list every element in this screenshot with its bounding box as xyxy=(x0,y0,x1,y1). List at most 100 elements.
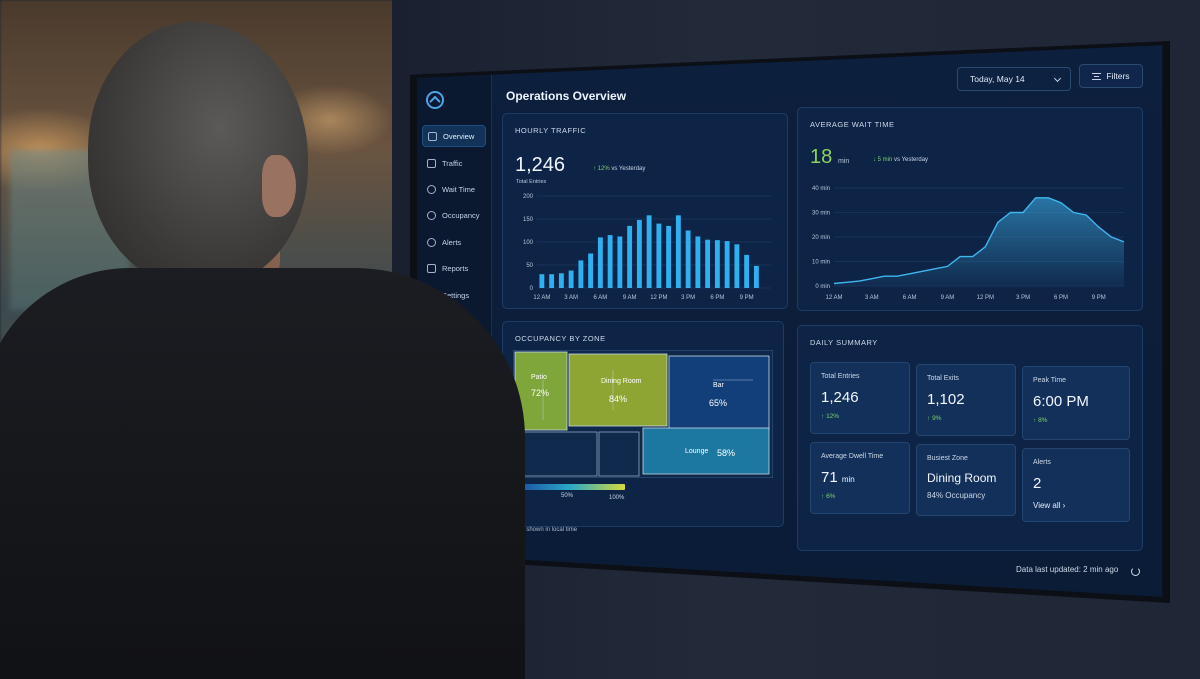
x-tick-label: 9 PM xyxy=(1092,295,1106,301)
traffic-bar xyxy=(656,223,662,288)
zone-label-patio: Patio xyxy=(531,374,547,381)
x-tick-label: 6 PM xyxy=(710,295,724,301)
chevron-right-icon: › xyxy=(1062,501,1066,510)
summary-label: Peak Time xyxy=(1033,377,1067,384)
date-select[interactable]: Today, May 14 xyxy=(957,67,1071,91)
traffic-bar xyxy=(539,274,545,288)
wait-time-value: 18 xyxy=(810,146,833,168)
filters-button[interactable]: Filters xyxy=(1079,64,1143,88)
y-tick-label: 100 xyxy=(523,240,534,246)
summary-value: 1,246 xyxy=(821,389,859,406)
zone-dining-room xyxy=(568,353,668,427)
wait-area xyxy=(834,197,1124,286)
y-tick-label: 30 min xyxy=(812,211,830,217)
traffic-bar xyxy=(675,215,681,288)
logo-icon xyxy=(426,91,444,109)
filter-icon xyxy=(1092,72,1102,80)
sidebar-item-traffic[interactable]: Traffic xyxy=(422,152,486,174)
summary-alerts: Alerts 2 View all › xyxy=(1022,448,1130,522)
y-tick-label: 0 xyxy=(530,286,534,292)
summary-value-number: 71 xyxy=(821,469,838,486)
card-title: AVERAGE WAIT TIME xyxy=(810,120,895,129)
person-body xyxy=(0,268,525,679)
hourly-traffic-chart: 0 50 100 150 200 12 AM 3 AM 6 AM 9 AM 12 PM 3 PM 6 … xyxy=(523,194,771,301)
sidebar-item-label: Alerts xyxy=(442,237,462,247)
traffic-bar xyxy=(607,235,613,288)
sidebar-item-wait-time[interactable]: Wait Time xyxy=(422,178,486,200)
traffic-bar xyxy=(568,270,574,288)
summary-delta: ↑ 12% xyxy=(821,413,839,420)
summary-busiest-zone: Busiest Zone Dining Room 84% Occupancy xyxy=(916,444,1016,516)
zone-pct-bar: 65% xyxy=(709,398,728,408)
traffic-bar xyxy=(666,225,672,288)
y-tick-label: 50 xyxy=(526,263,533,269)
scale-label-max: 100% xyxy=(609,495,625,501)
zone-bar xyxy=(668,355,770,431)
traffic-bar xyxy=(744,254,750,288)
sidebar-item-label: Settings xyxy=(442,290,470,300)
x-tick-label: 6 PM xyxy=(1054,295,1068,301)
card-title: HOURLY TRAFFIC xyxy=(515,126,587,135)
zone-label-bar: Bar xyxy=(713,382,724,389)
floor-plan xyxy=(513,350,773,478)
occupancy-card: OCCUPANCY BY ZONE Patio 72% Dining Room … xyxy=(502,321,784,527)
traffic-bar xyxy=(578,260,584,288)
traffic-bar xyxy=(734,244,740,288)
y-tick-label: 200 xyxy=(523,194,534,200)
traffic-bar xyxy=(705,239,711,288)
wait-time-chart: 0 min 10 min 20 min 30 min 40 min 12 AM 3 AM 6 … xyxy=(812,186,1125,301)
summary-value: 2 xyxy=(1033,475,1042,492)
clock-icon xyxy=(427,184,436,194)
traffic-delta: ↑ 12% vs Yesterday xyxy=(593,166,645,172)
total-entries-value: 1,246 xyxy=(515,154,566,176)
y-tick-label: 10 min xyxy=(812,260,830,266)
x-tick-label: 12 PM xyxy=(650,295,667,301)
summary-label: Total Entries xyxy=(821,373,860,380)
summary-total-entries: Total Entries 1,246 ↑ 12% xyxy=(810,362,910,434)
traffic-bar xyxy=(724,241,730,288)
sidebar-item-label: Traffic xyxy=(442,158,463,168)
zone-label-lounge: Lounge xyxy=(685,448,709,455)
sidebar-item-label: Reports xyxy=(442,263,469,273)
summary-label: Average Dwell Time xyxy=(821,453,884,460)
traffic-bar xyxy=(549,274,555,288)
traffic-delta-suffix: vs Yesterday xyxy=(611,166,646,172)
view-all-link[interactable]: View all › xyxy=(1033,501,1065,510)
summary-label: Alerts xyxy=(1033,459,1051,466)
x-tick-label: 3 AM xyxy=(564,295,578,301)
traffic-bar xyxy=(636,219,642,288)
summary-delta-value: 6% xyxy=(826,493,836,500)
zone-pct-patio: 72% xyxy=(531,388,550,398)
view-all-label: View all xyxy=(1033,501,1061,510)
sidebar-item-label: Occupancy xyxy=(442,210,480,220)
zone-pct-dining-room: 84% xyxy=(609,394,628,404)
wait-time-card: AVERAGE WAIT TIME 18 min ↓ 5 min vs Yest… xyxy=(797,107,1143,311)
summary-label: Total Exits xyxy=(927,375,959,382)
scale-label-mid: 50% xyxy=(561,493,574,499)
traffic-bar xyxy=(714,240,720,288)
summary-delta: ↑ 6% xyxy=(821,493,835,500)
x-tick-label: 3 AM xyxy=(865,295,879,301)
zone-label-dining-room: Dining Room xyxy=(601,378,642,385)
summary-value: 1,102 xyxy=(927,391,965,408)
summary-total-exits: Total Exits 1,102 ↑ 9% xyxy=(916,364,1016,436)
total-entries-label: Total Entries xyxy=(516,179,547,185)
card-title: OCCUPANCY BY ZONE xyxy=(515,334,606,343)
person-ear xyxy=(262,155,296,217)
wait-time-unit: min xyxy=(838,158,850,165)
occupancy-color-scale xyxy=(515,484,625,490)
sidebar-item-alerts[interactable]: Alerts xyxy=(422,231,486,253)
trend-icon xyxy=(427,158,436,168)
refresh-icon[interactable] xyxy=(1131,567,1140,576)
traffic-bar xyxy=(685,230,691,288)
y-tick-label: 20 min xyxy=(812,235,830,241)
traffic-bar xyxy=(617,236,623,288)
home-icon xyxy=(428,131,437,141)
sidebar-item-reports[interactable]: Reports xyxy=(422,257,486,279)
wait-delta: ↓ 5 min vs Yesterday xyxy=(873,157,928,163)
summary-delta: ↑ 8% xyxy=(1033,417,1047,424)
sidebar-item-label: Overview xyxy=(443,131,475,141)
sidebar-item-occupancy[interactable]: Occupancy xyxy=(422,204,486,226)
sidebar-item-overview[interactable]: Overview xyxy=(422,125,486,147)
summary-delta-value: 8% xyxy=(1038,417,1048,424)
